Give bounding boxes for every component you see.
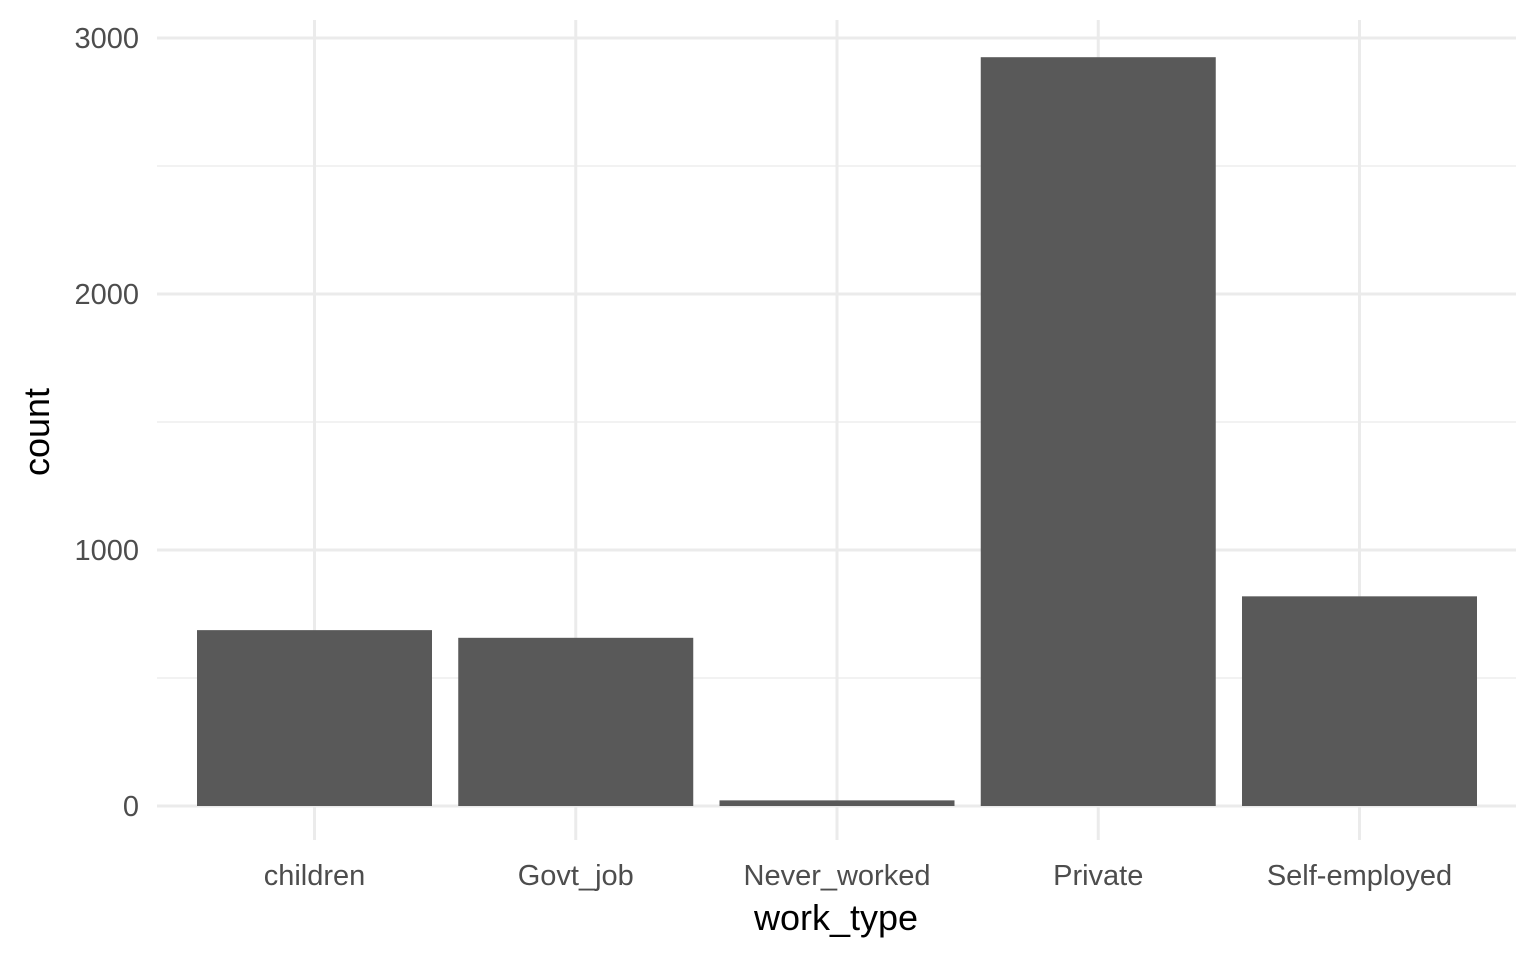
bar-private [980,57,1216,806]
x-axis-title: work_type [753,897,918,938]
y-tick-label: 3000 [74,23,139,55]
y-axis-title: count [16,388,57,476]
y-tick-label: 0 [123,791,139,823]
bar-govt-job [458,637,694,806]
y-tick-label: 1000 [74,535,139,567]
bar-children [197,630,432,806]
x-tick-label: Private [1053,860,1143,892]
x-tick-label: Govt_job [518,860,634,892]
bar-self-employed [1242,596,1477,806]
x-tick-label: Never_worked [744,860,931,892]
x-tick-label: Self-employed [1267,860,1452,892]
y-tick-label: 2000 [74,279,139,311]
y-axis-tick-labels: 0 1000 2000 3000 [74,23,139,823]
bars [197,57,1477,806]
bar-never-worked [719,800,955,806]
x-axis-tick-labels: children Govt_job Never_worked Private Self-… [264,860,1452,892]
x-tick-label: children [264,860,366,892]
